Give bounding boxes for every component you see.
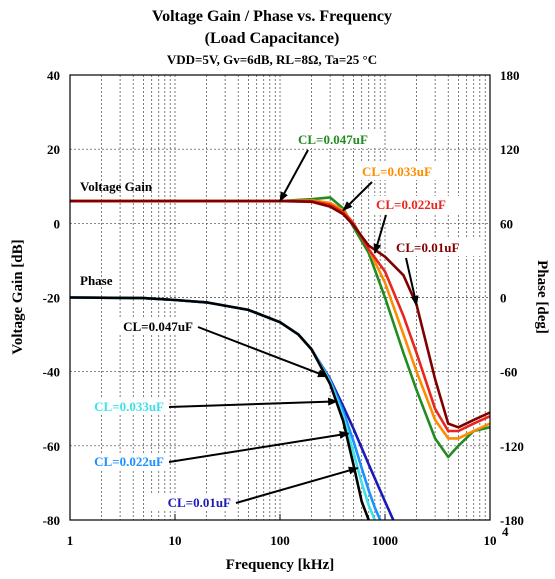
annotation-arrow xyxy=(373,214,387,254)
left-tick-label: -40 xyxy=(43,365,60,380)
right-axis-label: Phase [deg] xyxy=(534,260,550,334)
right-tick-label: -180 xyxy=(500,513,524,528)
annotation-arrow xyxy=(197,326,328,378)
annotation-label-bg xyxy=(145,494,233,511)
left-tick-label: 0 xyxy=(54,216,61,231)
annotation-label-bg xyxy=(107,318,195,335)
left-tick-label: 40 xyxy=(47,68,60,83)
annotation-label: CL=0.047uF xyxy=(123,319,193,334)
annotation-label: CL=0.01uF xyxy=(168,495,231,510)
phase-series-line xyxy=(70,296,371,520)
axis-ticks: 1 10 100 1000 10 40 20 0 -20 -40 -60 -80 180 120 60 0 -6… xyxy=(43,68,524,548)
left-tick-label: -20 xyxy=(43,291,60,306)
x-tick-label: 100 xyxy=(270,533,290,548)
right-tick-label: -120 xyxy=(500,439,524,454)
annotation-label: CL=0.022uF xyxy=(376,197,446,212)
annotation-arrow xyxy=(342,181,373,212)
annotation-arrow xyxy=(405,257,419,306)
x-tick-label: 10 xyxy=(484,533,497,548)
annotation-label: CL=0.022uF xyxy=(94,454,164,469)
gain-series-line xyxy=(70,199,490,429)
annotation-arrow xyxy=(168,397,339,408)
right-tick-label: 0 xyxy=(500,291,507,306)
phase-group-label: Phase xyxy=(80,273,113,288)
right-tick-label: 180 xyxy=(500,68,520,83)
chart-subtitle: (Load Capacitance) xyxy=(205,30,340,47)
chart-conditions: VDD=5V, Gv=6dB, RL=8Ω, Ta=25 °C xyxy=(167,52,377,67)
annotation-label: CL=0.047uF xyxy=(298,132,368,147)
gain-group-label: Voltage Gain xyxy=(80,179,153,194)
right-tick-label: 60 xyxy=(500,216,513,231)
left-tick-label: -80 xyxy=(43,513,60,528)
annotation-arrow xyxy=(279,149,309,202)
left-tick-label: -60 xyxy=(43,439,60,454)
annotation-label-bg xyxy=(374,196,462,213)
x-tick-label: 1 xyxy=(67,533,74,548)
annotation-label: CL=0.033uF xyxy=(362,164,432,179)
annotation-label-bg xyxy=(360,163,448,180)
right-tick-label: -60 xyxy=(500,365,517,380)
left-tick-label: 20 xyxy=(47,142,60,157)
annotation-arrow xyxy=(168,430,350,463)
annotation-label-bg xyxy=(78,453,166,470)
gain-series-line xyxy=(70,196,490,459)
annotation-label-bg xyxy=(394,239,482,256)
x-axis-label: Frequency [kHz] xyxy=(226,557,334,573)
right-tick-label: 120 xyxy=(500,142,520,157)
annotation-label: CL=0.01uF xyxy=(396,240,459,255)
annotations: CL=0.047uF CL=0.033uF CL=0.022uF CL=0.01uF C… xyxy=(78,131,482,511)
annotation-label-bg xyxy=(296,131,384,148)
x-tick-label: 10 xyxy=(169,533,182,548)
annotation-label: CL=0.033uF xyxy=(94,399,164,414)
annotation-label-bg xyxy=(78,398,166,415)
left-axis-label: Voltage Gain [dB] xyxy=(10,239,26,354)
xtick-exponent: 4 xyxy=(502,524,509,539)
x-tick-label: 1000 xyxy=(372,533,398,548)
plot-series xyxy=(70,196,490,520)
chart-title: Voltage Gain / Phase vs. Frequency xyxy=(152,8,392,25)
annotation-arrow xyxy=(235,466,359,504)
